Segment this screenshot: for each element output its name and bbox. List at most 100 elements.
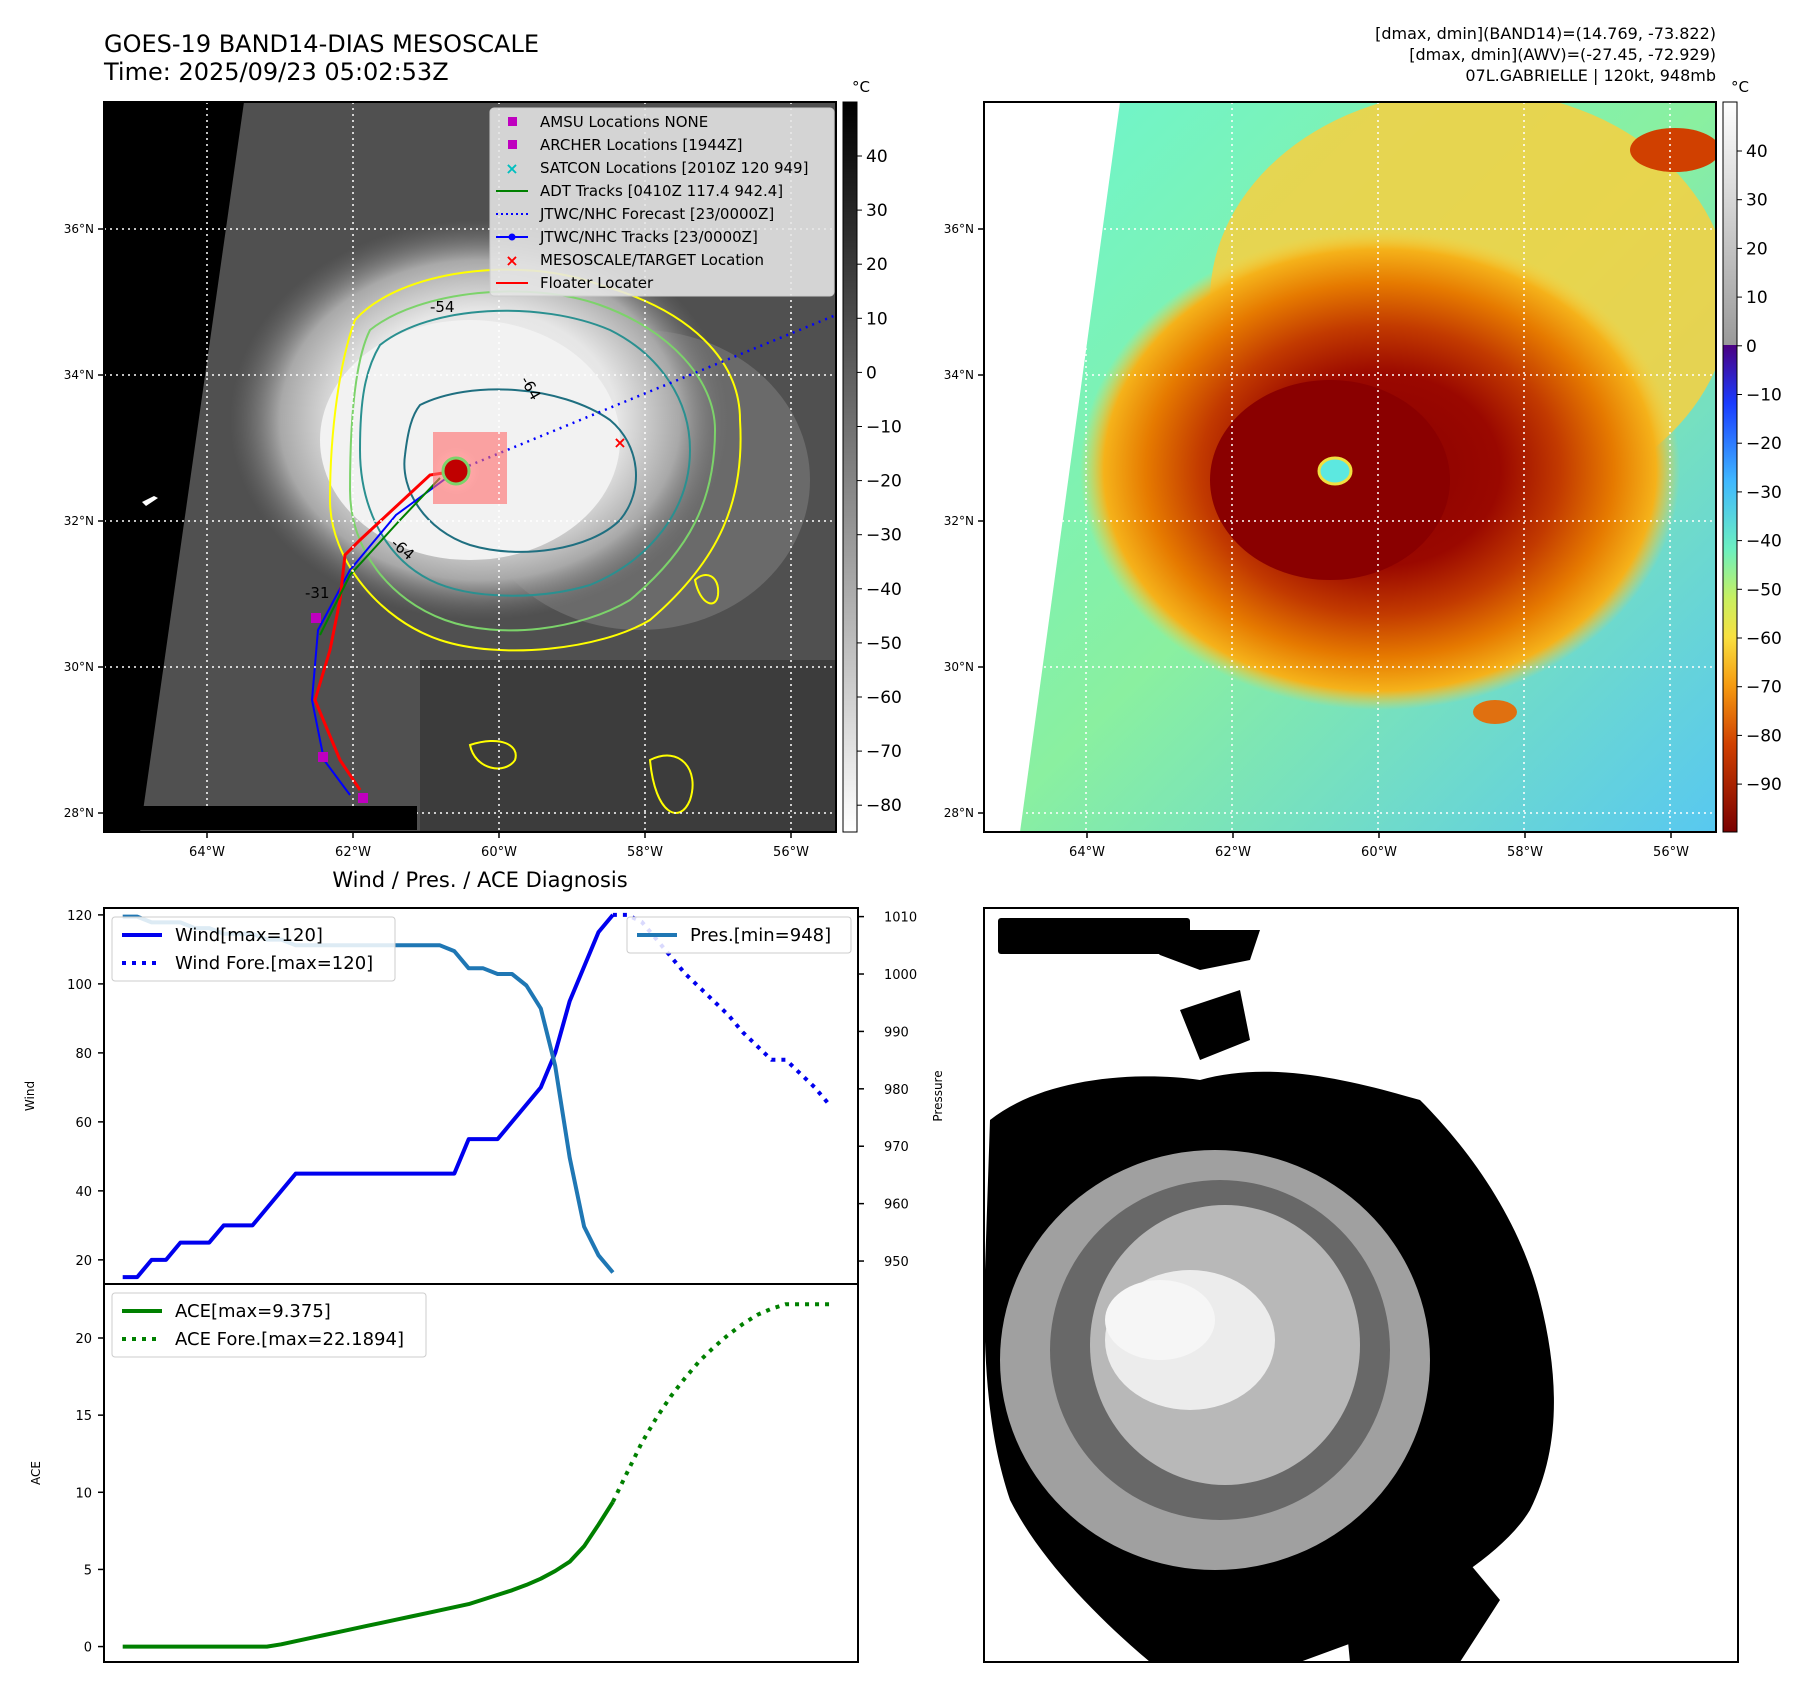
legend-entry: × SATCON Locations [2010Z 120 949] — [505, 159, 808, 178]
lon-tick-label: 64°W — [189, 845, 225, 860]
floater-track-line — [313, 469, 457, 791]
wind-legend-label: Wind[max=120] — [175, 925, 323, 946]
legend-label: JTWC/NHC Forecast [23/0000Z] — [539, 205, 774, 223]
gray-colorbar-scale — [842, 101, 858, 833]
copyright-text: Copyright © 2020-2025 Dapiya — [108, 810, 387, 829]
color-map-frame — [983, 101, 1717, 833]
color-cbar-label: 30 — [1746, 191, 1768, 211]
ace-legend-box — [111, 1292, 427, 1358]
ir-grayscale-map: × -54 -64 -64 -31 — [64, 101, 837, 860]
legend-marker-dot — [508, 233, 516, 241]
figure-title: GOES-19 BAND14-DIAS MESOSCALE — [104, 30, 539, 58]
wmg-core-bright — [1105, 1280, 1215, 1360]
ace-axis-label: ACE — [29, 1461, 43, 1485]
pressure-ytick-label: 980 — [884, 1083, 909, 1098]
archer-marker-1 — [311, 613, 321, 623]
color-scan-edge — [984, 102, 1120, 832]
color-colorbar-frame — [1722, 101, 1738, 833]
legend-label: SATCON Locations [2010Z 120 949] — [540, 159, 808, 177]
wmg-black-patch-2 — [1180, 990, 1250, 1060]
archer-marker-3 — [358, 793, 368, 803]
ace-legend: ACE[max=9.375] ACE Fore.[max=22.1894] — [111, 1292, 427, 1358]
color-colorbar: °C 40 30 20 10 0 −10 −20 −30 −40 −50 −60 −70 −80 −90 — [1722, 78, 1782, 833]
storm-center-marker — [441, 456, 471, 486]
color-cbar-label: 10 — [1746, 288, 1768, 308]
lon-tick-label: 56°W — [1653, 845, 1689, 860]
wind-ytick-label: 60 — [75, 1116, 92, 1131]
color-cbar-label: −30 — [1746, 483, 1782, 503]
lon-tick-label: 58°W — [627, 845, 663, 860]
gray-cbar-label: 20 — [866, 255, 888, 275]
pressure-ytick-label: 960 — [884, 1198, 909, 1213]
lat-tick-label: 34°N — [64, 368, 94, 382]
color-colorbar-unit: °C — [1731, 78, 1749, 96]
lon-tick-label: 62°W — [335, 845, 371, 860]
contour-yellow-cell — [468, 740, 517, 770]
ace-ytick-label: 5 — [84, 1563, 92, 1578]
ir-map-frame — [103, 101, 837, 833]
ace-ytick-label: 15 — [75, 1409, 92, 1424]
pressure-legend-box — [626, 916, 852, 954]
legend-label: JTWC/NHC Tracks [23/0000Z] — [539, 228, 758, 246]
gray-cbar-label: −40 — [866, 580, 902, 600]
lat-tick-label: 32°N — [64, 514, 94, 528]
gray-cbar-label: 10 — [866, 309, 888, 329]
wind-legend-box — [111, 916, 396, 982]
lat-tick-label: 34°N — [944, 368, 974, 382]
color-cbar-label: −10 — [1746, 386, 1782, 406]
gray-cbar-label: −60 — [866, 688, 902, 708]
legend-entry: Floater Locater — [496, 274, 654, 292]
legend-marker-x: × — [505, 251, 518, 270]
stats-awv: [dmax, dmin](AWV)=(-27.45, -72.929) — [1409, 45, 1716, 64]
pressure-legend-label: Pres.[min=948] — [690, 925, 831, 946]
gray-cbar-label: −30 — [866, 526, 902, 546]
wind-pressure-chart: Wind / Pres. / ACE Diagnosis Wind Pressu… — [23, 868, 945, 1285]
ir-color-map: 36°N 34°N 32°N 30°N 28°N 64°W 62°W 60°W 58°W 56°… — [944, 101, 1717, 860]
lat-tick-label: 28°N — [64, 806, 94, 820]
ace-ytick-label: 10 — [75, 1486, 92, 1501]
gray-cbar-label: −20 — [866, 472, 902, 492]
color-colorbar-warm — [1723, 102, 1737, 345]
legend-marker-x: × — [505, 159, 518, 178]
gray-cbar-label: 30 — [866, 201, 888, 221]
archer-marker-2 — [318, 752, 328, 762]
color-cell-s — [1473, 700, 1517, 724]
legend-label: MESOSCALE/TARGET Location — [540, 251, 764, 269]
lon-tick-label: 60°W — [1361, 845, 1397, 860]
contour-yellow-cell-2 — [648, 754, 694, 814]
wind-series-line — [122, 913, 615, 1280]
lat-tick-label: 32°N — [944, 514, 974, 528]
stats-band14: [dmax, dmin](BAND14)=(14.769, -73.822) — [1375, 24, 1716, 43]
pressure-ytick-label: 970 — [884, 1140, 909, 1155]
legend-label: ARCHER Locations [1944Z] — [540, 136, 743, 154]
pressure-ytick-label: 1010 — [884, 911, 917, 926]
pressure-ytick-label: 950 — [884, 1255, 909, 1270]
ace-fore-legend-label: ACE Fore.[max=22.1894] — [175, 1329, 404, 1350]
legend-label: ADT Tracks [0410Z 117.4 942.4] — [540, 182, 783, 200]
legend-entry: JTWC/NHC Tracks [23/0000Z] — [496, 228, 758, 246]
gray-cbar-label: 40 — [866, 147, 888, 167]
lon-tick-label: 62°W — [1215, 845, 1251, 860]
lon-tick-label: 64°W — [1069, 845, 1105, 860]
target-marker: × — [613, 433, 626, 452]
lon-tick-label: 56°W — [773, 845, 809, 860]
legend-entry: ARCHER Locations [1944Z] — [508, 136, 743, 154]
ace-legend-label: ACE[max=9.375] — [175, 1301, 331, 1322]
island-shape — [142, 496, 158, 506]
wind-ytick-label: 20 — [75, 1254, 92, 1269]
color-cbar-label: −50 — [1746, 580, 1782, 600]
ir-scan-edge — [104, 102, 244, 832]
legend-entry: JTWC/NHC Forecast [23/0000Z] — [496, 205, 774, 223]
wmg-panel: WMG Count: 47 — [983, 907, 1739, 1663]
wmg-count-label: WMG Count: 47 — [1004, 924, 1179, 948]
adt-track-line — [319, 477, 441, 636]
stats-storm: 07L.GABRIELLE | 120kt, 948mb — [1465, 66, 1716, 85]
ace-ytick-label: 0 — [84, 1641, 92, 1656]
contour-yellow-cell-3 — [693, 574, 720, 605]
color-cbar-label: −80 — [1746, 726, 1782, 746]
lat-tick-label: 30°N — [944, 660, 974, 674]
lat-tick-label: 30°N — [64, 660, 94, 674]
gray-cbar-label: −10 — [866, 418, 902, 438]
color-cbar-label: −20 — [1746, 434, 1782, 454]
